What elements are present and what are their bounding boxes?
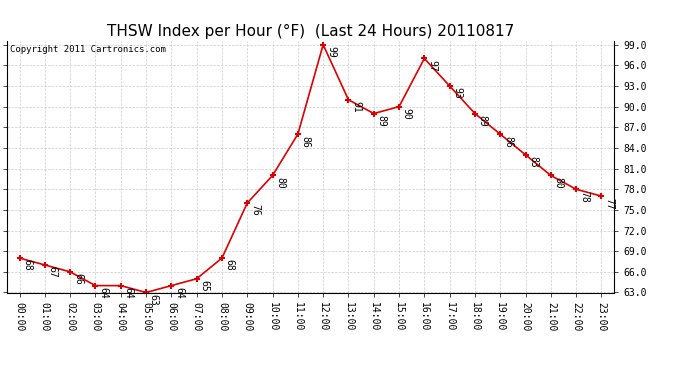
Text: 80: 80 bbox=[275, 177, 286, 189]
Text: 64: 64 bbox=[98, 287, 108, 299]
Title: THSW Index per Hour (°F)  (Last 24 Hours) 20110817: THSW Index per Hour (°F) (Last 24 Hours)… bbox=[107, 24, 514, 39]
Text: 65: 65 bbox=[199, 280, 210, 292]
Text: 63: 63 bbox=[149, 294, 159, 306]
Text: 68: 68 bbox=[225, 260, 235, 271]
Text: 77: 77 bbox=[604, 198, 614, 209]
Text: 89: 89 bbox=[477, 115, 488, 127]
Text: 64: 64 bbox=[174, 287, 184, 299]
Text: 86: 86 bbox=[301, 136, 310, 147]
Text: 97: 97 bbox=[427, 60, 437, 72]
Text: 93: 93 bbox=[453, 87, 462, 99]
Text: 90: 90 bbox=[402, 108, 412, 120]
Text: 68: 68 bbox=[22, 260, 32, 271]
Text: 86: 86 bbox=[503, 136, 513, 147]
Text: 80: 80 bbox=[553, 177, 564, 189]
Text: 76: 76 bbox=[250, 204, 260, 216]
Text: 78: 78 bbox=[579, 190, 589, 202]
Text: 99: 99 bbox=[326, 46, 336, 58]
Text: 66: 66 bbox=[73, 273, 83, 285]
Text: 83: 83 bbox=[529, 156, 538, 168]
Text: Copyright 2011 Cartronics.com: Copyright 2011 Cartronics.com bbox=[10, 45, 166, 54]
Text: 64: 64 bbox=[124, 287, 134, 299]
Text: 89: 89 bbox=[377, 115, 386, 127]
Text: 91: 91 bbox=[351, 101, 362, 113]
Text: 67: 67 bbox=[48, 266, 58, 278]
